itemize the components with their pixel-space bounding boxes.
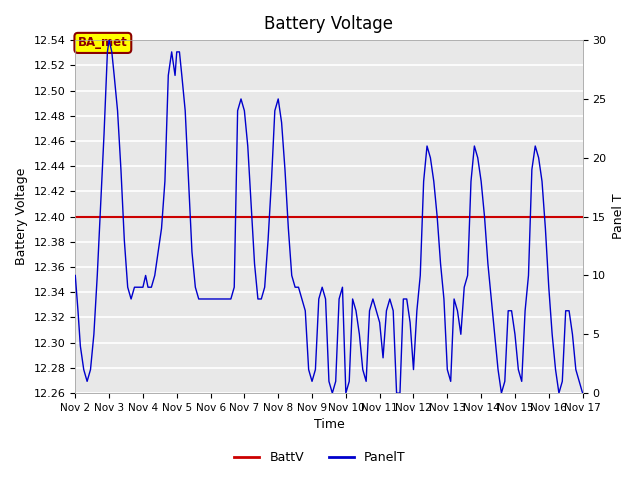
Title: Battery Voltage: Battery Voltage [264, 15, 394, 33]
Legend: BattV, PanelT: BattV, PanelT [229, 446, 411, 469]
X-axis label: Time: Time [314, 419, 344, 432]
Text: BA_met: BA_met [78, 36, 128, 49]
Y-axis label: Panel T: Panel T [612, 194, 625, 240]
Y-axis label: Battery Voltage: Battery Voltage [15, 168, 28, 265]
